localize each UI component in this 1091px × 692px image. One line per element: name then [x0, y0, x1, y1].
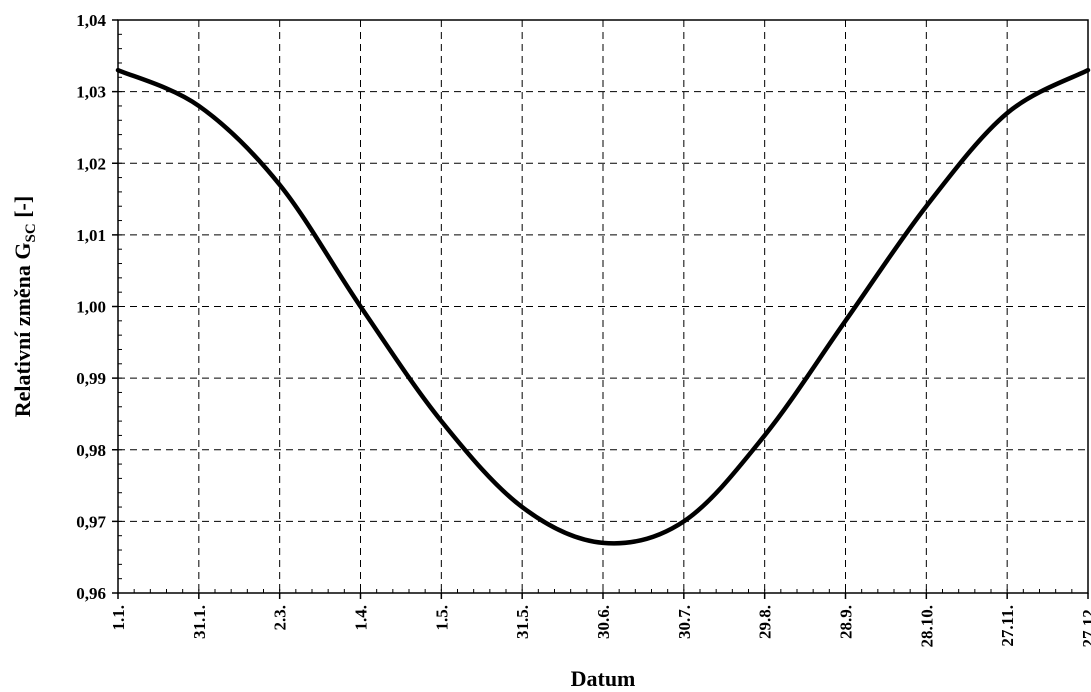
y-tick-label: 0,97 — [76, 512, 106, 531]
x-tick-label: 31.1. — [190, 605, 209, 639]
x-tick-label: 28.9. — [837, 605, 856, 639]
series-layer — [115, 67, 1091, 546]
y-axis-label-suffix: [-] — [10, 196, 35, 223]
x-tick-label: 27.11. — [998, 605, 1017, 647]
y-tick-label: 0,99 — [76, 369, 106, 388]
y-axis-label-subscript: SC — [23, 223, 39, 242]
y-tick-label: 1,01 — [76, 226, 106, 245]
y-tick-label: 0,96 — [76, 584, 106, 603]
y-tick-label: 1,04 — [76, 11, 106, 30]
x-tick-label: 30.7. — [675, 605, 694, 639]
x-tick-label: 2.3. — [271, 605, 290, 631]
y-tick-label: 1,03 — [76, 83, 106, 102]
y-tick-label: 1,00 — [76, 298, 106, 317]
x-tick-label: 1.1. — [109, 605, 128, 631]
x-tick-label: 27.12. — [1079, 605, 1091, 648]
x-tick-label: 28.10. — [917, 605, 936, 648]
y-tick-label: 0,98 — [76, 441, 106, 460]
x-tick-label: 31.5. — [513, 605, 532, 639]
x-axis-ticks: 1.1. 31.1. 2.3. 1.4. 1.5. 31.5. 30.6. 30.7. 29.8… — [109, 589, 1091, 648]
x-tick-label: 29.8. — [756, 605, 775, 639]
y-axis-ticks: 0,96 0,97 0,98 0,99 1,00 1,01 1,02 1,03 1,04 — [76, 11, 122, 603]
x-axis-label: Datum — [571, 666, 636, 691]
x-tick-label: 30.6. — [594, 605, 613, 639]
y-tick-label: 1,02 — [76, 154, 106, 173]
grid — [118, 20, 1088, 593]
x-tick-label: 1.4. — [352, 605, 371, 631]
x-tick-label: 1.5. — [432, 605, 451, 631]
plot-frame — [117, 19, 1089, 594]
y-axis-label: Relativní změna GSC [-] — [10, 196, 39, 417]
y-axis-label-main: Relativní změna G — [10, 242, 35, 417]
